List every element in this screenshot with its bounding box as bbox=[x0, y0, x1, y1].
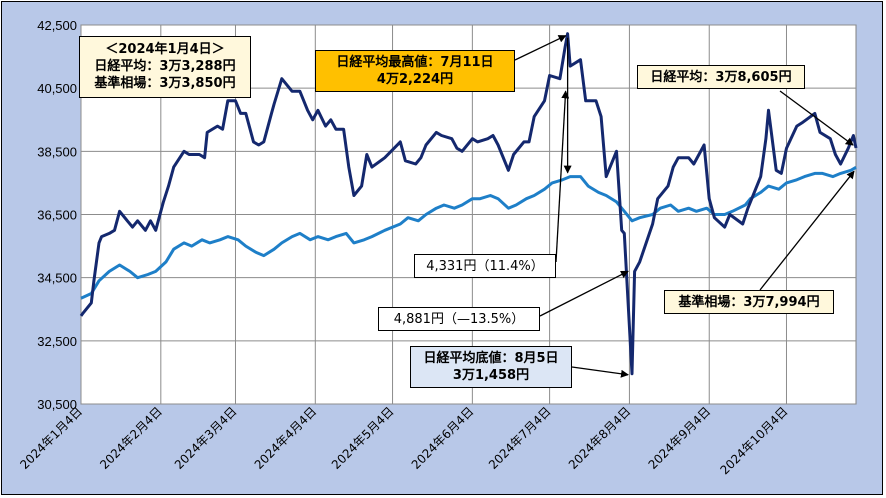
y-tick-label: 38,500 bbox=[37, 144, 77, 159]
start-annotation-date: ＜2024年1月4日＞ bbox=[105, 42, 225, 57]
x-tick-label: 2024年2月4日 bbox=[97, 404, 165, 472]
y-tick-label: 32,500 bbox=[37, 334, 77, 349]
series-lines bbox=[79, 32, 858, 376]
rise-text: 4,331円（11.4%） bbox=[426, 259, 544, 274]
fall-text: 4,881円（—13.5%） bbox=[393, 312, 525, 327]
x-tick-label: 2024年7月4日 bbox=[486, 404, 554, 472]
y-tick-label: 34,500 bbox=[37, 271, 77, 286]
high-annotation-value: 4万2,224円 bbox=[376, 72, 454, 87]
x-tick-label: 2024年5月4日 bbox=[329, 404, 397, 472]
annotation-arrows bbox=[514, 35, 855, 378]
arrow-rise bbox=[555, 90, 570, 263]
high-annotation-title: 日経平均最高値：7月11日 bbox=[336, 55, 494, 70]
latest-nikkei-text: 日経平均：3万8,605円 bbox=[650, 70, 792, 85]
x-tick-label: 2024年8月4日 bbox=[566, 404, 634, 472]
latest-base-annotation: 基準相場：3万7,994円 bbox=[664, 290, 834, 314]
x-tick-label: 2024年1月4日 bbox=[17, 404, 85, 472]
y-tick-label: 30,500 bbox=[37, 397, 77, 412]
high-annotation: 日経平均最高値：7月11日 4万2,224円 bbox=[315, 50, 515, 92]
fall-annotation: 4,881円（—13.5%） bbox=[378, 307, 540, 331]
y-tick-label: 42,500 bbox=[37, 18, 77, 33]
rise-annotation: 4,331円（11.4%） bbox=[414, 254, 556, 278]
latest-nikkei-annotation: 日経平均：3万8,605円 bbox=[637, 65, 805, 89]
start-annotation-nikkei: 日経平均：3万3,288円 bbox=[94, 59, 236, 74]
start-annotation-base: 基準相場：3万3,850円 bbox=[94, 76, 236, 91]
x-tick-label: 2024年6月4日 bbox=[409, 404, 477, 472]
low-annotation: 日経平均底値：8月5日 3万1,458円 bbox=[410, 346, 572, 388]
series-line-nikkei bbox=[79, 32, 858, 376]
start-annotation: ＜2024年1月4日＞ 日経平均：3万3,288円 基準相場：3万3,850円 bbox=[79, 36, 251, 98]
arrow-to-low bbox=[571, 366, 629, 378]
low-annotation-value: 3万1,458円 bbox=[452, 368, 530, 383]
y-tick-label: 36,500 bbox=[37, 208, 77, 223]
latest-base-text: 基準相場：3万7,994円 bbox=[678, 295, 820, 310]
arrow-to-latest-base bbox=[759, 170, 855, 291]
x-tick-label: 2024年4月4日 bbox=[252, 404, 320, 472]
arrow-to-latest-nikkei bbox=[779, 90, 854, 146]
arrow-to-high bbox=[514, 35, 567, 61]
x-axis: 2024年1月4日 2024年2月4日 2024年3月4日 2024年4月4日 2024… bbox=[17, 404, 790, 477]
x-tick-label: 2024年10月4日 bbox=[717, 404, 790, 477]
arrow-fall bbox=[539, 270, 629, 317]
y-axis: 30,500 32,500 34,500 36,500 38,500 40,500 42,5… bbox=[37, 18, 77, 412]
y-tick-label: 40,500 bbox=[37, 81, 77, 96]
x-tick-label: 2024年9月4日 bbox=[646, 404, 714, 472]
low-annotation-title: 日経平均底値：8月5日 bbox=[423, 351, 559, 366]
x-tick-label: 2024年3月4日 bbox=[172, 404, 240, 472]
series-line-base bbox=[80, 166, 857, 300]
